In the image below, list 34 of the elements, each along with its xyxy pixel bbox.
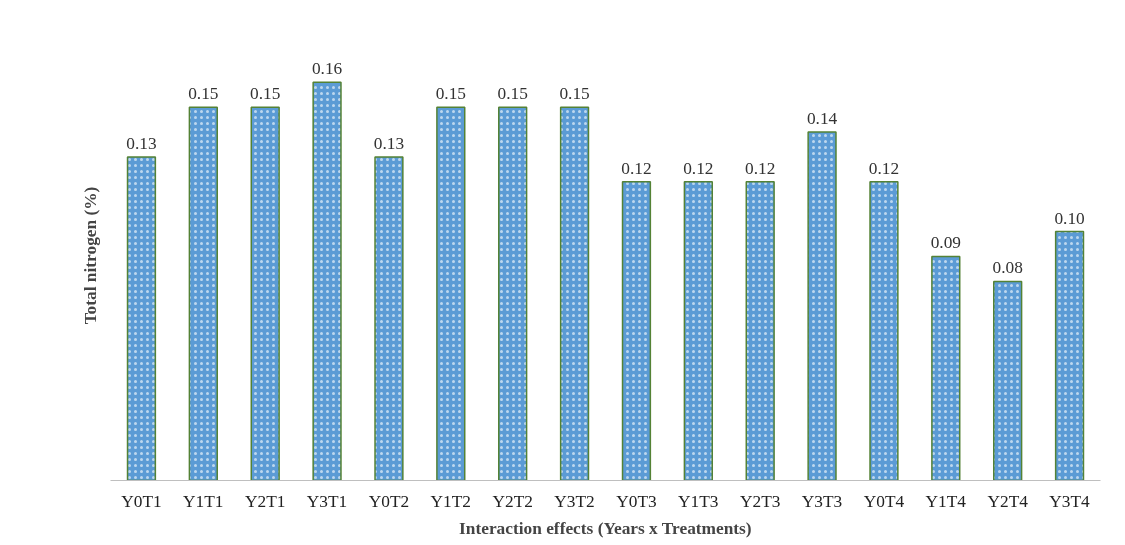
data-label: 0.10 bbox=[1054, 208, 1085, 228]
x-tick-label: Y2T2 bbox=[492, 491, 533, 511]
x-tick-label: Y1T1 bbox=[183, 491, 224, 511]
x-tick-label: Y0T4 bbox=[863, 491, 905, 511]
data-label: 0.09 bbox=[930, 233, 961, 253]
x-tick-label: Y3T2 bbox=[554, 491, 595, 511]
x-tick-label: Y1T4 bbox=[925, 491, 967, 511]
data-label: 0.14 bbox=[806, 109, 838, 129]
data-label: 0.15 bbox=[250, 84, 281, 104]
data-label: 0.13 bbox=[373, 133, 405, 153]
data-label: 0.12 bbox=[745, 158, 776, 178]
x-tick-label: Y0T2 bbox=[368, 491, 410, 511]
data-label: 0.12 bbox=[683, 158, 714, 178]
data-label: 0.12 bbox=[868, 158, 900, 178]
x-tick-label: Y0T1 bbox=[121, 491, 162, 511]
data-label: 0.15 bbox=[435, 84, 466, 104]
data-label: 0.12 bbox=[621, 158, 652, 178]
x-tick-label: Y1T3 bbox=[678, 491, 719, 511]
data-label: 0.13 bbox=[126, 133, 157, 153]
data-label: 0.15 bbox=[559, 84, 590, 104]
x-tick-label: Y2T1 bbox=[244, 491, 286, 511]
x-tick-label: Y3T3 bbox=[801, 491, 843, 511]
x-tick-label: Y2T4 bbox=[987, 491, 1029, 511]
data-label: 0.08 bbox=[992, 258, 1023, 278]
x-tick-label: Y3T1 bbox=[306, 491, 348, 511]
data-label: 0.16 bbox=[311, 59, 343, 79]
x-tick-label: Y0T3 bbox=[616, 491, 657, 511]
x-tick-label: Y2T3 bbox=[739, 491, 781, 511]
x-tick-label: Y3T4 bbox=[1049, 491, 1091, 511]
y-axis-title: Total nitrogen (%) bbox=[80, 186, 100, 325]
x-tick-label: Y1T2 bbox=[430, 491, 472, 511]
data-label: 0.15 bbox=[497, 84, 528, 104]
x-axis-title: Interaction effects (Years x Treatments) bbox=[459, 518, 752, 538]
data-label: 0.15 bbox=[188, 84, 219, 104]
